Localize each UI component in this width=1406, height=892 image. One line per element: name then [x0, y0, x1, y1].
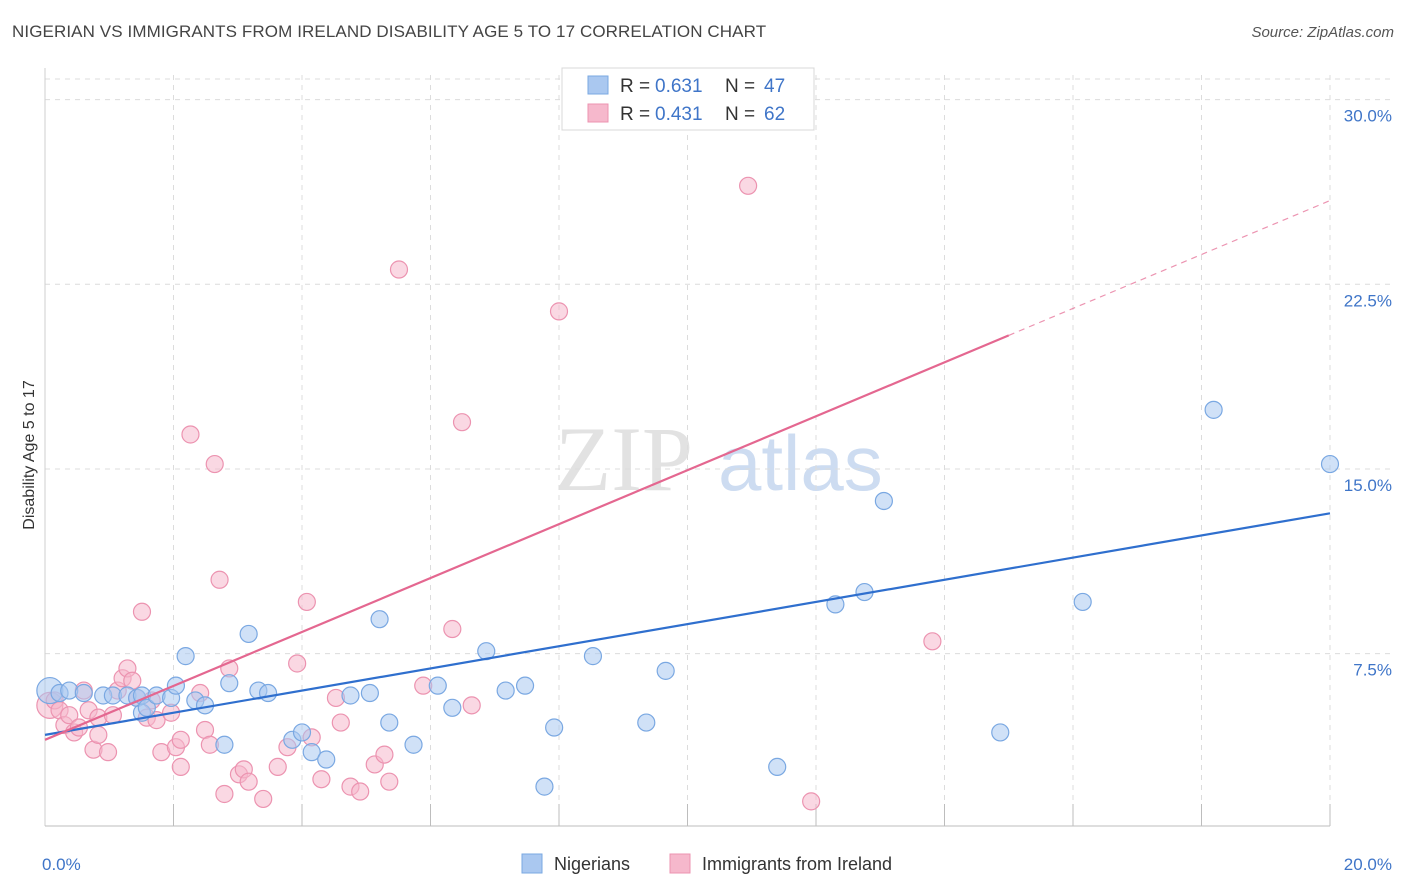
watermark: ZIP atlas — [555, 408, 883, 510]
data-point — [239, 624, 258, 644]
y-tick-label: 30.0% — [1344, 107, 1392, 126]
data-point — [239, 772, 258, 791]
bottom-legend-swatch-nigerians — [521, 853, 543, 874]
data-point — [443, 698, 462, 717]
chart-title: NIGERIAN VS IMMIGRANTS FROM IRELAND DISA… — [12, 22, 767, 41]
data-point — [1320, 454, 1340, 474]
data-point — [1204, 400, 1223, 419]
data-point — [583, 647, 603, 666]
data-point — [220, 674, 239, 693]
trend-line-blue — [44, 512, 1331, 736]
data-point — [360, 683, 379, 703]
data-point — [215, 784, 234, 804]
data-point — [535, 777, 554, 796]
data-point — [268, 757, 287, 777]
data-point — [205, 454, 224, 474]
legend-n-label-ireland: N = — [725, 104, 755, 125]
data-point — [452, 413, 472, 432]
data-point — [428, 676, 447, 695]
trend-line-extension-pink — [1008, 200, 1331, 336]
legend-r-label-nigerians: R = — [620, 76, 650, 97]
legend-n-label-nigerians: N = — [725, 76, 755, 97]
data-point — [341, 686, 360, 705]
data-point — [637, 713, 656, 732]
data-point — [380, 772, 399, 791]
data-point — [768, 757, 787, 777]
data-point — [215, 735, 234, 754]
data-point — [351, 782, 370, 801]
data-point — [739, 176, 758, 195]
x-tick-label-max: 20.0% — [1344, 855, 1392, 874]
data-point — [132, 602, 152, 621]
data-point — [404, 735, 423, 754]
data-point — [496, 681, 515, 700]
y-tick-label: 15.0% — [1344, 476, 1392, 495]
data-point — [302, 743, 321, 762]
data-point — [292, 723, 312, 742]
watermark-atlas: atlas — [718, 419, 883, 507]
x-tick-label-min: 0.0% — [42, 855, 81, 874]
bottom-legend-label-nigerians: Nigerians — [554, 854, 630, 874]
data-point — [380, 713, 399, 732]
data-point — [176, 647, 195, 666]
legend-swatch-ireland — [587, 103, 609, 123]
legend-r-value-ireland: 0.431 — [655, 104, 703, 125]
data-point — [462, 696, 481, 715]
data-point — [874, 491, 893, 511]
data-point — [98, 743, 118, 762]
data-point — [545, 718, 564, 737]
watermark-zip: ZIP — [555, 408, 693, 510]
data-point — [312, 770, 331, 789]
data-point — [389, 260, 409, 279]
data-point — [60, 706, 79, 725]
data-point — [331, 713, 350, 732]
data-point — [549, 302, 569, 321]
series-nigerians — [36, 400, 1340, 796]
data-point — [89, 725, 108, 744]
y-tick-label: 22.5% — [1344, 291, 1392, 310]
y-tick-label: 7.5% — [1353, 661, 1392, 680]
bottom-legend-swatch-ireland — [669, 853, 691, 874]
data-point — [370, 610, 389, 629]
legend-n-value-nigerians: 47 — [764, 76, 785, 97]
legend-r-label-ireland: R = — [620, 104, 650, 125]
legend-n-value-ireland: 62 — [764, 104, 785, 125]
data-point — [923, 632, 942, 651]
legend-swatch-nigerians — [587, 75, 609, 95]
trend-lines — [44, 200, 1331, 741]
data-point — [991, 723, 1010, 742]
y-axis-title: Disability Age 5 to 17 — [21, 380, 38, 530]
data-point — [515, 676, 535, 695]
data-point — [1073, 592, 1092, 612]
data-point — [210, 570, 229, 589]
data-point — [74, 683, 93, 703]
data-point — [288, 654, 307, 673]
data-point — [181, 425, 200, 444]
source-label: Source: ZipAtlas.com — [1251, 24, 1394, 41]
data-point — [258, 683, 278, 703]
data-point — [375, 745, 394, 764]
x-tick-labels: 0.0% 20.0% — [42, 855, 1392, 874]
data-point — [297, 592, 316, 612]
data-point — [171, 757, 190, 777]
legend-r-value-nigerians: 0.631 — [655, 76, 703, 97]
data-point — [171, 730, 190, 749]
data-point — [254, 789, 273, 809]
trend-line-pink — [44, 334, 1010, 741]
data-point — [802, 792, 821, 811]
data-point — [317, 750, 336, 769]
y-tick-labels: 7.5% 15.0% 22.5% 30.0% — [1344, 107, 1392, 680]
bottom-legend-label-ireland: Immigrants from Ireland — [702, 854, 892, 874]
bottom-legend: Nigerians Immigrants from Ireland — [521, 853, 892, 874]
data-point — [443, 619, 462, 639]
data-point — [656, 661, 675, 680]
legend-box: R = 0.631 N = 47 R = 0.431 N = 62 — [561, 67, 815, 131]
